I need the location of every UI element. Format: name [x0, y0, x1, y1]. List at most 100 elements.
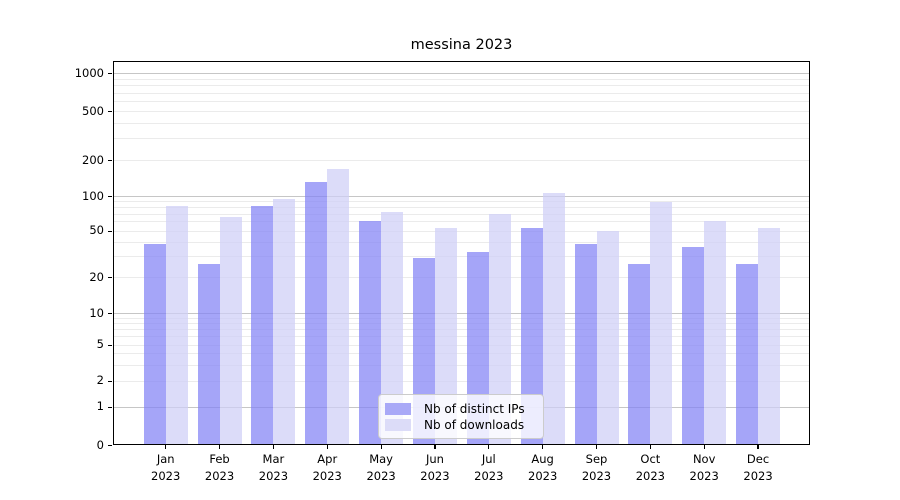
chart-title: messina 2023 [410, 37, 513, 53]
x-tick-label-line: Apr [317, 452, 338, 466]
bar-downloads [596, 230, 619, 444]
x-tick-label-line: 2023 [151, 468, 181, 483]
y-tick-label: 20 [89, 269, 104, 284]
x-tick-mark [326, 445, 328, 449]
x-tick-label-line: 2023 [204, 468, 235, 483]
bar-downloads [273, 199, 296, 444]
x-tick-mark [703, 445, 705, 449]
y-tick-label: 1 [96, 399, 104, 413]
legend-item-downloads: Nb of downloads [385, 417, 535, 432]
y-tick-mark [108, 406, 112, 408]
x-tick-label-line: Jan [156, 452, 175, 466]
x-tick-label-line: Dec [746, 452, 770, 466]
minor-gridline [113, 207, 810, 209]
minor-gridline [113, 364, 810, 366]
legend-item-distinct-ips: Nb of distinct IPs [385, 401, 535, 416]
x-tick-label-line: 2023 [420, 468, 450, 483]
minor-gridline [113, 380, 810, 382]
x-tick-label-line: 2023 [528, 468, 558, 483]
minor-gridline [113, 241, 810, 243]
x-tick-mark [488, 445, 490, 449]
x-tick-label: Apr 2023 [292, 451, 362, 484]
minor-gridline [113, 336, 810, 338]
y-tick-label: 0 [96, 437, 104, 452]
minor-gridline [113, 329, 810, 331]
bar-downloads [758, 227, 781, 444]
x-tick-label: Nov 2023 [669, 451, 739, 484]
minor-gridline [113, 344, 810, 346]
y-tick-mark [108, 73, 112, 75]
x-tick-label-line: Oct [640, 452, 661, 466]
x-tick-label: Sep 2023 [562, 451, 632, 484]
bar-downloads [542, 193, 565, 444]
x-tick-label-line: May [369, 452, 393, 466]
bar-downloads [650, 201, 673, 444]
minor-gridline [113, 138, 810, 140]
bar-downloads [219, 216, 242, 444]
y-tick-mark [108, 445, 112, 447]
x-tick-label-line: 2023 [581, 468, 612, 483]
bar-distinct-ips [305, 181, 328, 444]
y-tick-mark [108, 111, 112, 113]
major-gridline [113, 313, 810, 314]
x-tick-label-line: 2023 [635, 468, 665, 483]
y-tick-mark [108, 160, 112, 162]
bar-distinct-ips [736, 263, 759, 444]
minor-gridline [113, 323, 810, 325]
bar-downloads [381, 212, 404, 444]
legend-label-distinct-ips: Nb of distinct IPs [424, 401, 525, 416]
x-tick-mark [649, 445, 651, 449]
bar-downloads [327, 169, 350, 444]
y-tick-label: 100 [82, 188, 104, 203]
minor-gridline [113, 160, 810, 161]
x-tick-label-line: 2023 [474, 468, 504, 483]
bar-downloads [704, 221, 727, 444]
x-tick-label: Dec 2023 [723, 451, 793, 484]
x-tick-label-line: 2023 [312, 468, 342, 483]
x-tick-label: Feb 2023 [185, 451, 255, 484]
legend: Nb of distinct IPs Nb of downloads [378, 394, 544, 439]
x-tick-label-line: Aug [531, 452, 554, 466]
bar-downloads [488, 213, 511, 444]
bar-distinct-ips [628, 263, 651, 444]
legend-swatch-downloads [385, 418, 411, 431]
x-tick-mark [272, 445, 274, 449]
x-tick-label: Jan 2023 [131, 451, 201, 484]
bar-distinct-ips [251, 206, 274, 444]
x-tick-mark [434, 445, 436, 449]
minor-gridline [113, 317, 810, 319]
minor-gridline [113, 256, 810, 258]
bar-distinct-ips [359, 221, 382, 444]
x-tick-label: Aug 2023 [508, 451, 578, 484]
x-tick-mark [218, 445, 221, 449]
plot-area [113, 61, 810, 445]
major-gridline [113, 196, 810, 197]
minor-gridline [113, 101, 810, 102]
y-tick-mark [108, 230, 112, 232]
x-tick-mark [542, 445, 544, 449]
x-tick-label-line: Jul [481, 452, 496, 466]
minor-gridline [113, 78, 810, 80]
x-tick-label-line: 2023 [743, 468, 773, 483]
x-tick-label-line: Mar [262, 452, 285, 466]
minor-gridline [113, 230, 810, 232]
y-tick-mark [108, 344, 112, 346]
bar-distinct-ips [574, 244, 597, 444]
legend-swatch-distinct-ips [385, 402, 411, 415]
minor-gridline [113, 277, 810, 278]
x-tick-label-line: Jun [425, 452, 444, 466]
minor-gridline [113, 221, 810, 223]
y-tick-mark [108, 313, 112, 315]
x-tick-label-line: Nov [692, 452, 716, 466]
x-tick-mark [165, 445, 167, 449]
minor-gridline [113, 111, 810, 112]
legend-label-downloads: Nb of downloads [424, 417, 525, 432]
x-tick-label: Jul 2023 [454, 451, 524, 484]
bar-distinct-ips [143, 244, 166, 444]
bar-distinct-ips [520, 227, 543, 444]
x-tick-label-line: 2023 [366, 468, 396, 483]
y-tick-label: 1000 [74, 65, 104, 80]
x-tick-label: May 2023 [346, 451, 416, 484]
bar-downloads [434, 227, 457, 444]
